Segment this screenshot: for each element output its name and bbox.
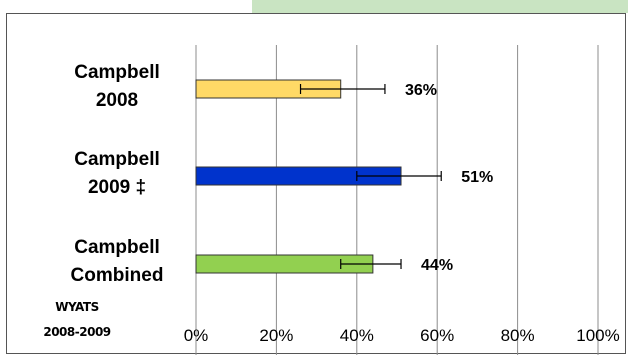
category-label: Combined [71,265,164,286]
category-label: Campbell [74,237,160,258]
category-label: Campbell [74,149,160,170]
x-tick-label: 40% [340,326,374,345]
category-label: 2008 [96,90,138,111]
data-label: 51% [461,169,493,186]
source-label-line-1: WYATS [55,300,98,314]
x-tick-label: 0% [184,326,209,345]
labels: 0% 20% 40% 60% 80% 100% 36% Campbell 2008 51% Camp… [71,62,620,345]
top-strip [252,0,628,13]
x-tick-label: 20% [259,326,293,345]
category-label: Campbell [74,62,160,83]
category-label: 2009 ‡ [88,177,146,198]
x-tick-label: 80% [501,326,535,345]
x-tick-label: 100% [576,326,619,345]
data-label: 36% [405,82,437,99]
data-label: 44% [421,257,453,274]
bars [195,79,402,274]
x-tick-label: 60% [420,326,454,345]
source-label-line-2: 2008-2009 [43,325,110,339]
error-bars [299,84,442,269]
